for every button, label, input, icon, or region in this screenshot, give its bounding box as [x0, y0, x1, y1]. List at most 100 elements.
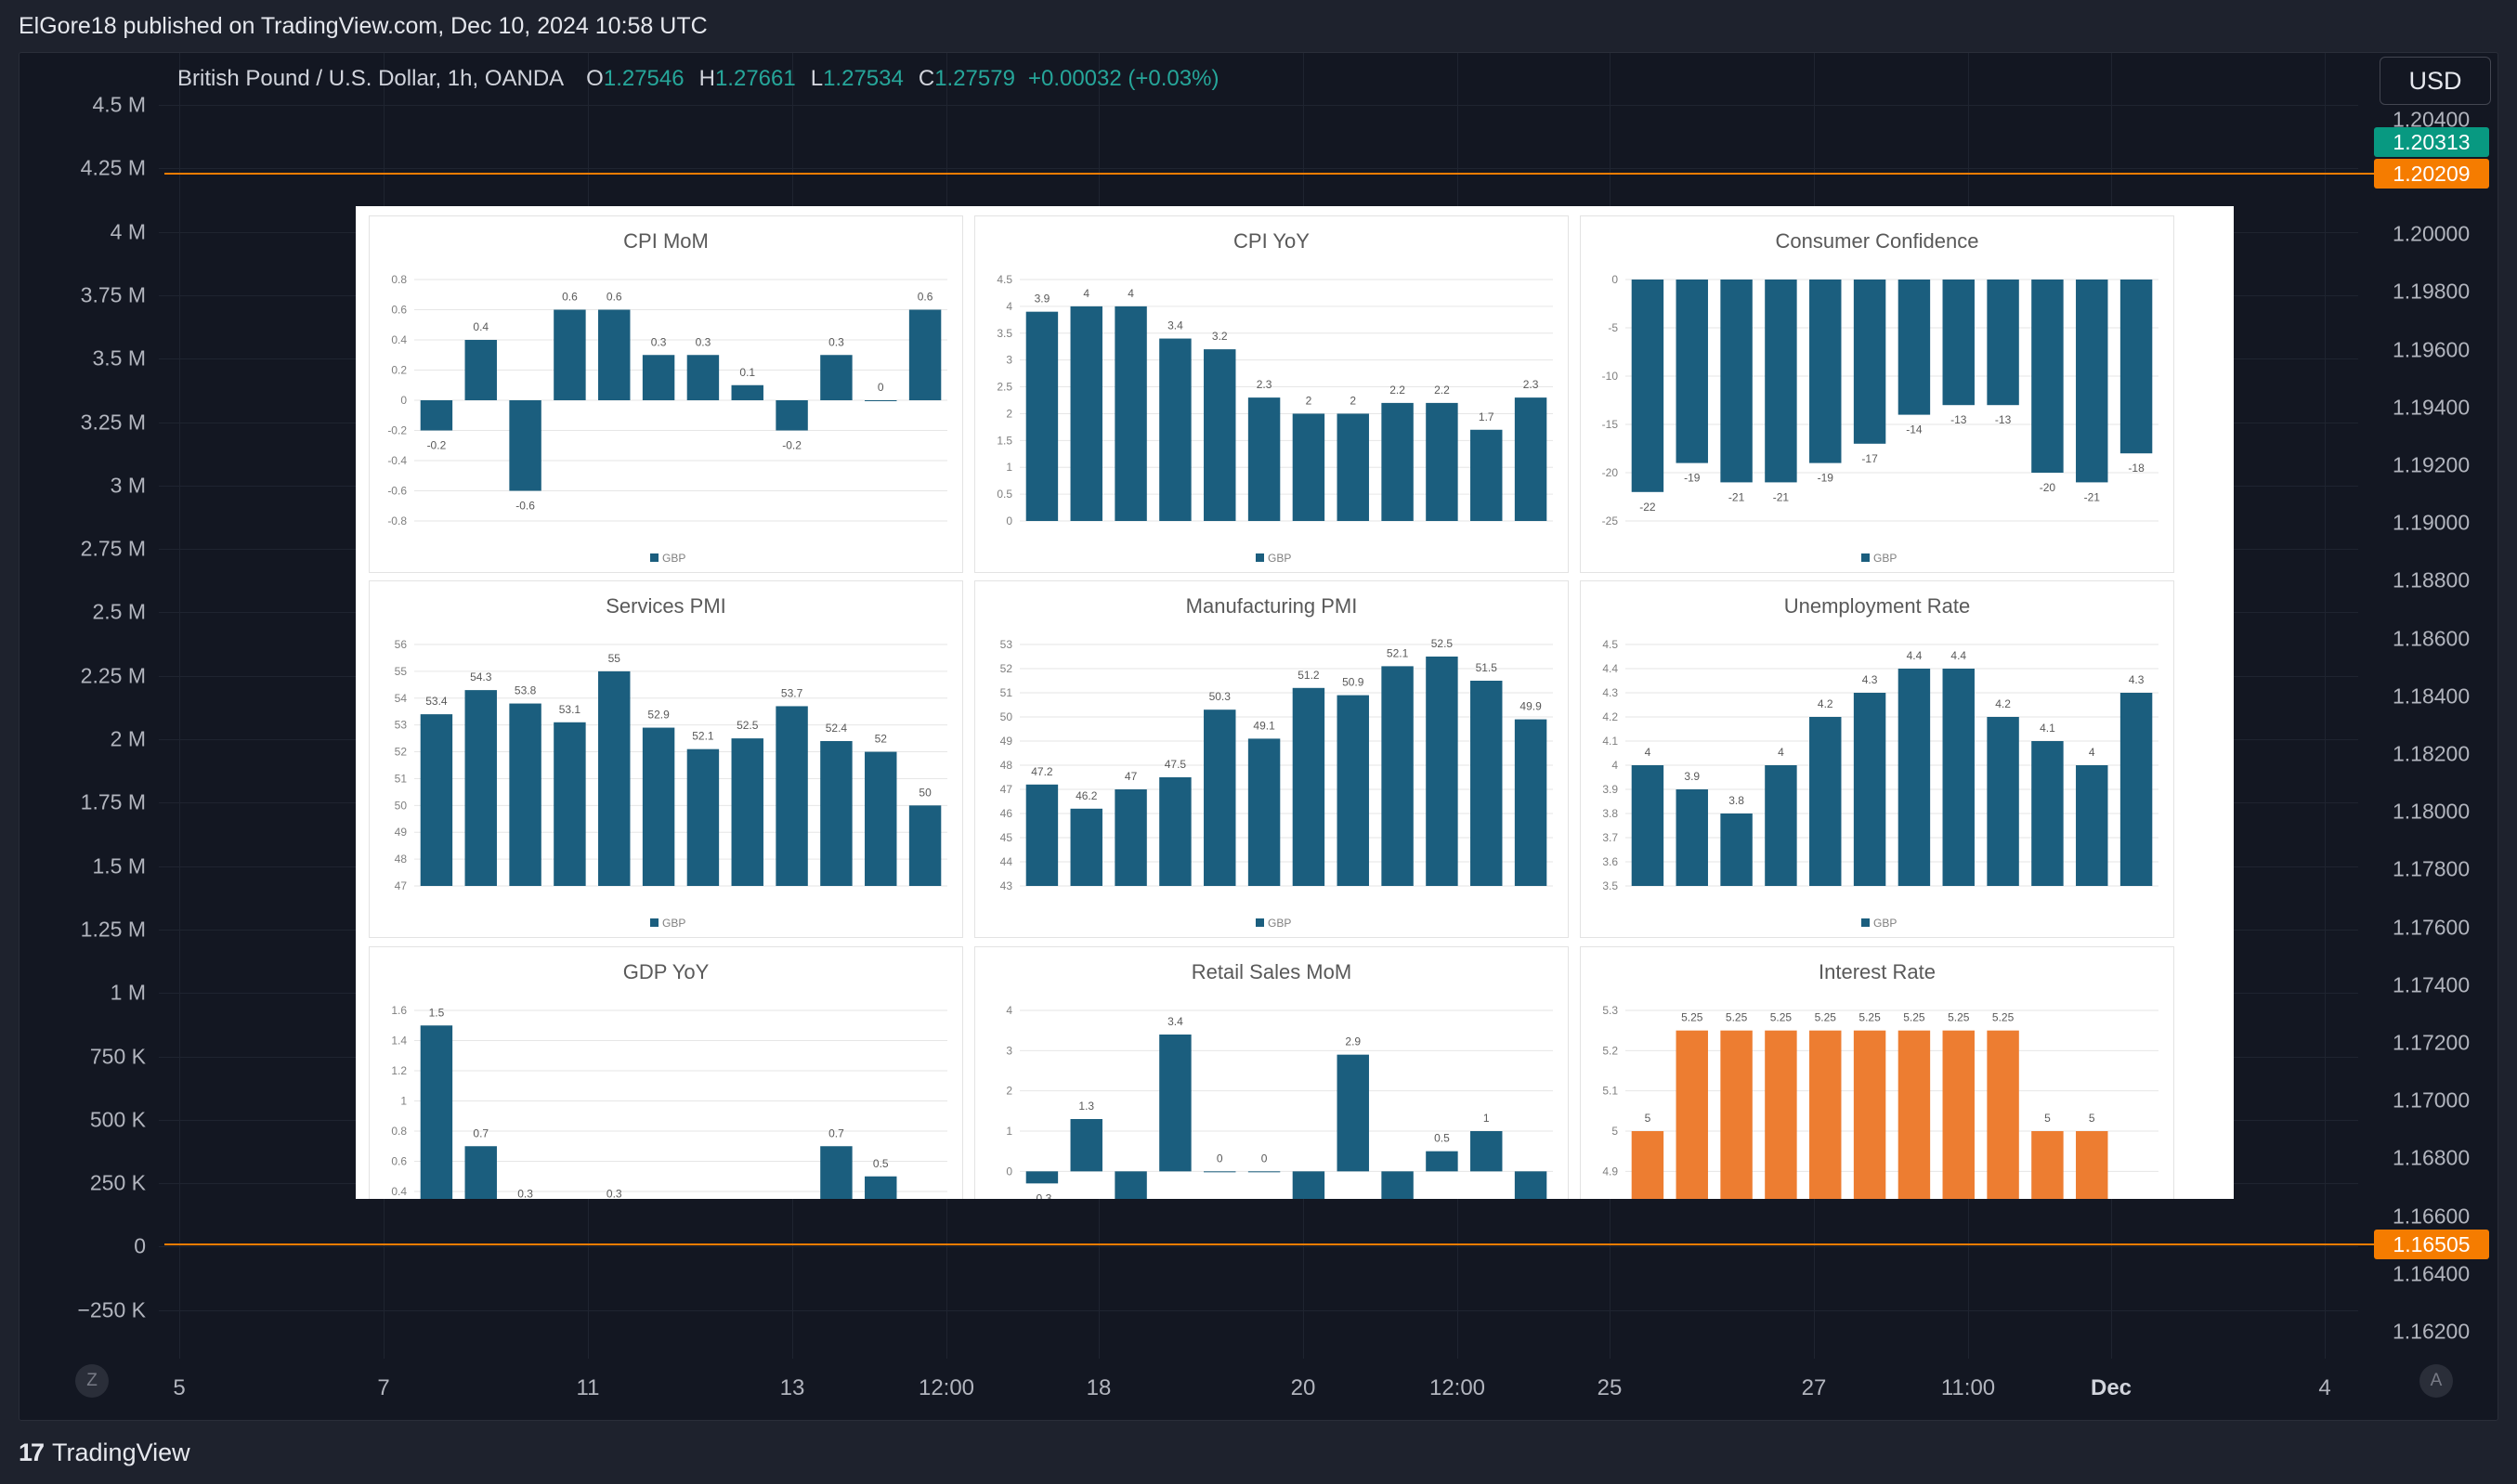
horizontal-line-bottom[interactable]: [164, 1243, 2389, 1245]
overlay-tick-label: 50: [1000, 710, 1013, 723]
overlay-data-label: 0.3: [517, 1187, 533, 1199]
overlay-tick-label: 4.2: [1602, 710, 1618, 723]
overlay-tick-label: 4.3: [1602, 686, 1618, 699]
overlay-tick-label: -0.2: [387, 424, 407, 437]
overlay-data-label: 0.3: [606, 1187, 622, 1199]
overlay-data-label: 52.5: [1431, 637, 1454, 650]
overlay-bar: [731, 384, 763, 400]
right-axis-label: 1.18400: [2393, 683, 2471, 709]
overlay-data-label: 49.9: [1519, 700, 1542, 713]
overlay-bar: [509, 703, 541, 886]
overlay-data-label: 4: [1645, 746, 1651, 759]
overlay-bar: [1853, 280, 1886, 444]
overlay-bar: [1720, 1030, 1753, 1199]
overlay-bar: [820, 355, 853, 400]
overlay-bar: [1070, 808, 1102, 886]
right-axis-label: 1.20400: [2393, 107, 2471, 132]
overlay-tick-label: 47: [1000, 783, 1013, 796]
symbol-legend[interactable]: British Pound / U.S. Dollar, 1h, OANDA O…: [177, 66, 1219, 92]
overlay-tick-label: 52: [1000, 662, 1013, 675]
overlay-bar: [1470, 1131, 1503, 1172]
overlay-data-label: -21: [2084, 490, 2101, 503]
overlay-bar: [1765, 280, 1797, 483]
overlay-bar: [1025, 784, 1059, 886]
overlay-chart-panel: 4.5 4.4 4.3 4.2 4.1 4 3.9 3.8 3.7 3.6 3.5 4 3.9 3.8 4 4…: [1580, 580, 2174, 938]
overlay-data-label: -19: [1818, 472, 1834, 485]
overlay-data-label: 3.8: [1728, 794, 1744, 807]
overlay-data-label: -13: [1995, 413, 2012, 426]
overlay-bar: [554, 722, 586, 886]
overlay-data-label: 4: [1128, 287, 1134, 300]
overlay-data-label: 0.3: [828, 335, 844, 348]
overlay-data-label: 53.1: [559, 703, 581, 716]
overlay-bar: [420, 400, 453, 431]
overlay-tick-label: 44: [1000, 855, 1013, 868]
grid-line: [159, 168, 2358, 170]
overlay-bar: [1247, 1171, 1281, 1173]
overlay-bar: [642, 727, 675, 886]
publish-info: ElGore18 published on TradingView.com, D…: [19, 12, 708, 39]
overlay-data-label: 4: [1778, 746, 1784, 759]
overlay-bar: [1247, 397, 1281, 521]
overlay-tick-label: 3.8: [1602, 807, 1618, 820]
overlay-chart-panel: 0 -5 -10 -15 -20 -25 -22 -19 -21 -21 -19 -17 -14 -13 -…: [1580, 215, 2174, 573]
overlay-data-label: 0.3: [651, 335, 667, 348]
overlay-data-label: 5.25: [1770, 1011, 1793, 1024]
overlay-data-label: 4.3: [1862, 673, 1878, 686]
high-value: 1.27661: [714, 66, 796, 91]
right-axis-label: 1.19400: [2393, 395, 2471, 420]
overlay-bar: [509, 400, 541, 491]
overlay-data-label: 4.4: [1950, 649, 1966, 662]
overlay-chart-title: GDP YoY: [622, 960, 710, 983]
right-axis-label: 1.16200: [2393, 1319, 2471, 1344]
open-value: 1.27546: [603, 66, 685, 91]
overlay-legend-label: GBP: [662, 917, 685, 930]
overlay-chart-panel: 53 52 51 50 49 48 47 46 45 44 43 47.2 46.2 47 47.5 50.3…: [974, 580, 1569, 938]
zoom-reset-button[interactable]: Z: [75, 1364, 109, 1398]
overlay-tick-label: 2: [1006, 1085, 1012, 1098]
currency-button[interactable]: USD: [2380, 57, 2491, 105]
overlay-tick-label: 51: [395, 772, 408, 785]
overlay-bar: [1942, 1030, 1975, 1199]
overlay-bar: [1676, 280, 1708, 463]
overlay-bar: [1809, 1030, 1842, 1199]
right-axis-label: 1.19000: [2393, 510, 2471, 535]
overlay-data-label: 53.8: [515, 684, 537, 697]
chart-pane[interactable]: British Pound / U.S. Dollar, 1h, OANDA O…: [19, 52, 2498, 1421]
left-axis-label: 3.75 M: [80, 282, 146, 307]
overlay-data-label: 2: [1306, 394, 1312, 407]
overlay-bar: [2031, 280, 2064, 473]
publish-header: ElGore18 published on TradingView.com, D…: [0, 0, 2517, 52]
overlay-bar: [420, 714, 453, 886]
overlay-data-label: -0.3: [1033, 1191, 1052, 1199]
overlay-data-label: 2.9: [1345, 1035, 1361, 1048]
overlay-data-label: 1.7: [1479, 410, 1494, 423]
overlay-chart-panel: 56 55 54 53 52 51 50 49 48 47 53.4 54.3 53.8 53.1 55 52…: [369, 580, 963, 938]
right-axis-label: 1.18200: [2393, 741, 2471, 766]
right-axis-label: 1.18600: [2393, 626, 2471, 651]
overlay-chart-svg: 5.35.25.154.94.84.755.255.255.255.255.25…: [1602, 1004, 2158, 1199]
overlay-bar: [2119, 693, 2153, 886]
left-axis-label: 3.25 M: [80, 410, 146, 434]
overlay-bar: [865, 751, 897, 886]
horizontal-line-top[interactable]: [164, 173, 2389, 175]
overlay-legend-swatch: [1256, 918, 1264, 927]
overlay-bar: [420, 1025, 453, 1199]
overlay-legend-label: GBP: [1268, 552, 1291, 565]
auto-scale-button[interactable]: A: [2419, 1364, 2453, 1398]
overlay-chart-panel: 1.6 1.4 1.2 1 0.8 0.6 0.4 0.2 0 1.5 0.7 0.3 0.1 0.3 0.…: [369, 946, 963, 1199]
left-axis-label: 4.25 M: [80, 155, 146, 180]
overlay-tick-label: 51: [1000, 686, 1013, 699]
overlay-data-label: 5.25: [1815, 1011, 1837, 1024]
left-axis-label: 2.5 M: [92, 599, 146, 624]
overlay-bar: [1676, 789, 1708, 886]
overlay-bar: [1987, 1030, 2019, 1199]
left-axis-label: 1.75 M: [80, 789, 146, 814]
overlay-tick-label: 52: [395, 746, 408, 759]
low-value: 1.27534: [823, 66, 904, 91]
overlay-tick-label: 3: [1006, 354, 1012, 367]
overlay-bar: [642, 355, 675, 400]
overlay-bar: [776, 400, 808, 431]
overlay-bar: [1381, 402, 1414, 521]
